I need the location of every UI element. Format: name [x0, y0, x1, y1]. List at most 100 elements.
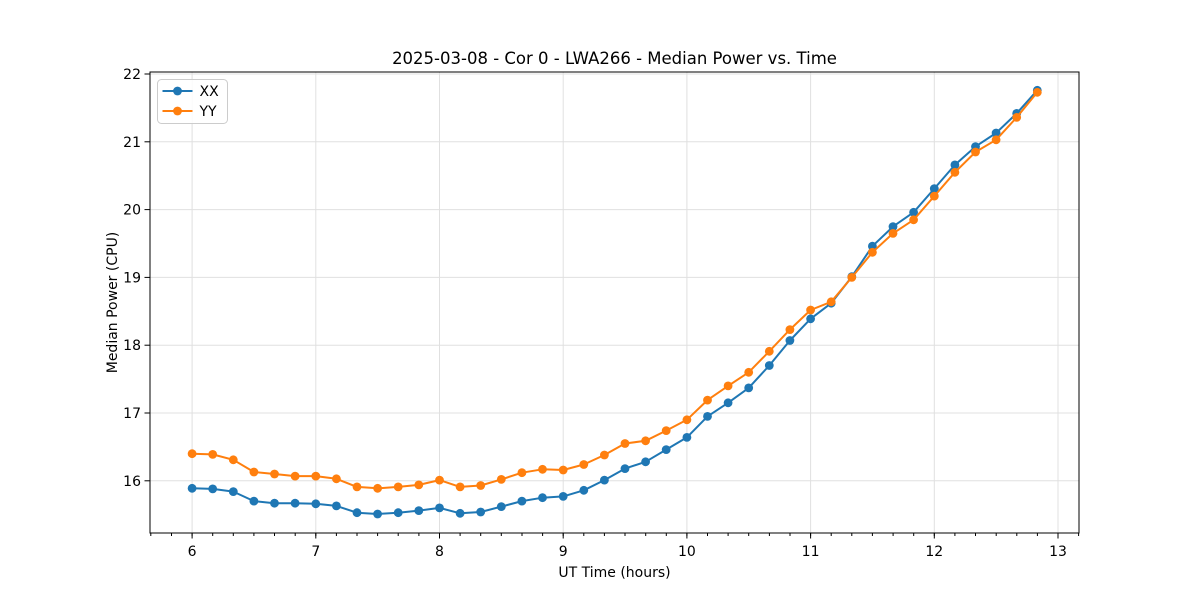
x-tick-label: 9 — [559, 544, 568, 560]
data-point-yy — [332, 474, 341, 484]
x-tick-label: 7 — [311, 544, 320, 560]
data-point-xx — [538, 493, 547, 503]
y-axis-label: Median Power (CPU) — [105, 232, 121, 374]
series-yy — [187, 87, 1042, 493]
data-point-yy — [455, 482, 465, 492]
data-point-xx — [909, 207, 918, 217]
series-xx — [187, 85, 1042, 519]
data-point-yy — [620, 439, 630, 448]
data-point-xx — [620, 464, 630, 473]
data-point-yy — [661, 426, 671, 435]
series-line-xx — [192, 89, 1039, 515]
data-point-xx — [435, 503, 444, 513]
x-tick-label: 13 — [1049, 544, 1067, 560]
legend: XX YY — [157, 79, 228, 124]
data-point-yy — [558, 465, 568, 475]
data-point-xx — [764, 361, 774, 370]
legend-label-yy: YY — [199, 104, 218, 120]
data-point-yy — [764, 346, 774, 356]
data-point-xx — [682, 433, 692, 442]
data-point-xx — [187, 483, 197, 493]
series-layer — [187, 85, 1042, 519]
data-point-xx — [950, 160, 960, 170]
data-point-xx — [929, 184, 939, 194]
data-point-xx — [785, 336, 795, 345]
data-point-yy — [744, 367, 754, 377]
data-point-xx — [228, 487, 238, 496]
y-tick-label: 18 — [123, 338, 141, 354]
data-point-xx — [496, 502, 506, 511]
data-point-yy — [373, 483, 382, 493]
data-point-xx — [414, 506, 424, 515]
chart-title: 2025-03-08 - Cor 0 - LWA266 - Median Pow… — [392, 49, 837, 68]
axes-layer: 6 7 8 9 10 11 12 13 16 17 18 19 20 21 22 — [123, 67, 1080, 560]
data-point-yy — [703, 395, 712, 405]
data-point-yy — [476, 481, 486, 490]
data-point-xx — [806, 314, 815, 324]
grid-layer — [150, 72, 1079, 533]
data-point-yy — [785, 325, 795, 334]
data-point-xx — [888, 222, 898, 232]
data-point-xx — [641, 457, 650, 467]
y-tick-label: 21 — [123, 135, 141, 151]
data-point-yy — [909, 215, 918, 225]
data-point-xx — [249, 496, 259, 506]
data-point-xx — [661, 445, 671, 454]
data-point-yy — [847, 273, 857, 282]
y-tick-label: 20 — [123, 203, 141, 219]
data-point-xx — [579, 485, 589, 495]
data-point-xx — [270, 498, 279, 508]
data-point-xx — [600, 475, 609, 485]
data-point-yy — [929, 191, 939, 201]
x-axis-label: UT Time (hours) — [558, 565, 670, 581]
data-point-yy — [517, 468, 527, 478]
data-point-yy — [414, 480, 424, 490]
x-tick-label: 12 — [925, 544, 943, 560]
legend-label-xx: XX — [200, 84, 220, 100]
data-point-xx — [517, 496, 527, 506]
data-point-xx — [723, 398, 733, 408]
data-point-yy — [228, 455, 238, 465]
data-point-yy — [971, 147, 980, 157]
data-point-yy — [868, 247, 877, 257]
data-point-yy — [826, 297, 836, 307]
data-point-yy — [187, 449, 197, 459]
data-point-xx — [558, 492, 568, 501]
data-point-yy — [208, 450, 218, 459]
data-point-yy — [435, 475, 444, 485]
data-point-yy — [888, 229, 898, 238]
x-tick-label: 11 — [802, 544, 820, 560]
y-tick-label: 16 — [123, 474, 141, 490]
data-point-yy — [393, 482, 403, 492]
data-point-xx — [703, 412, 712, 421]
data-point-yy — [249, 467, 259, 477]
x-tick-label: 10 — [678, 544, 696, 560]
data-point-yy — [600, 450, 609, 460]
data-point-xx — [208, 484, 218, 494]
data-point-yy — [723, 381, 733, 391]
data-point-yy — [290, 471, 300, 481]
data-point-xx — [476, 507, 486, 517]
data-point-yy — [538, 464, 547, 474]
legend-marker-xx — [173, 86, 182, 96]
data-point-yy — [496, 475, 506, 484]
legend-marker-yy — [173, 106, 182, 116]
data-point-xx — [352, 508, 362, 518]
data-point-yy — [311, 471, 321, 481]
data-point-yy — [352, 482, 362, 492]
data-point-xx — [744, 383, 754, 393]
data-point-yy — [1012, 113, 1022, 122]
x-tick-label: 8 — [435, 544, 444, 560]
series-line-yy — [192, 91, 1039, 490]
data-point-yy — [641, 436, 650, 446]
data-point-xx — [393, 508, 403, 518]
data-point-yy — [991, 135, 1001, 145]
y-tick-label: 17 — [123, 406, 141, 422]
data-point-xx — [991, 128, 1001, 138]
plot-border — [149, 71, 1080, 534]
data-point-yy — [1032, 87, 1042, 97]
data-point-xx — [311, 499, 321, 509]
data-point-xx — [290, 498, 300, 508]
